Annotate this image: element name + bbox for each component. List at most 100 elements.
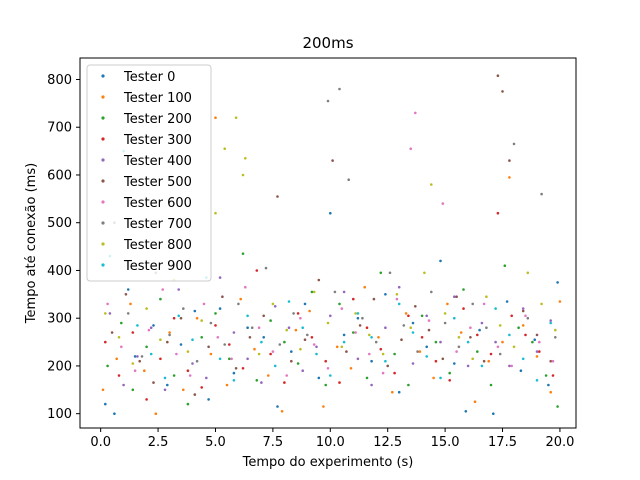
data-point <box>317 376 321 380</box>
series-2 <box>106 252 559 408</box>
data-point <box>335 345 339 349</box>
data-point <box>425 314 429 318</box>
data-point <box>549 359 552 363</box>
data-point <box>166 340 169 344</box>
x-tick-label: 10.0 <box>316 435 345 450</box>
data-point <box>140 355 144 358</box>
data-point <box>326 321 330 325</box>
data-point <box>372 297 376 301</box>
data-point <box>138 359 141 363</box>
data-point <box>352 331 355 334</box>
data-point <box>453 362 456 365</box>
data-point <box>427 319 431 322</box>
data-point <box>214 211 217 215</box>
data-point <box>379 271 383 275</box>
data-point <box>420 314 424 318</box>
legend-label: Tester 700 <box>123 217 192 232</box>
legend-marker <box>101 95 105 99</box>
data-point <box>508 364 511 368</box>
legend-label: Tester 500 <box>123 175 192 190</box>
data-point <box>338 87 341 91</box>
data-point <box>207 345 210 349</box>
data-point <box>361 316 364 320</box>
data-point <box>248 336 252 339</box>
legend-box <box>86 64 212 282</box>
data-point <box>168 331 171 334</box>
legend-marker <box>101 137 105 141</box>
data-point <box>188 374 192 377</box>
data-point <box>340 307 344 310</box>
data-point <box>172 374 176 377</box>
series-3 <box>104 211 555 401</box>
legend-label: Tester 600 <box>123 196 192 211</box>
data-point <box>425 355 429 358</box>
data-point <box>264 266 268 270</box>
data-point <box>402 324 406 327</box>
data-point <box>441 357 445 361</box>
data-point <box>443 312 447 315</box>
data-point <box>494 340 497 344</box>
legend-label: Tester 400 <box>123 154 192 169</box>
data-point <box>379 347 383 351</box>
data-point <box>269 319 272 322</box>
y-tick-label: 500 <box>47 216 72 231</box>
data-point <box>299 347 302 351</box>
data-point <box>244 285 247 289</box>
data-point <box>381 371 385 375</box>
data-point <box>480 364 484 368</box>
data-point <box>218 357 222 361</box>
data-point <box>296 362 300 365</box>
data-point <box>287 326 291 330</box>
data-point <box>414 111 417 115</box>
data-point <box>191 362 194 365</box>
data-point <box>315 352 318 356</box>
y-axis-label: Tempo até conexão (ms) <box>24 163 39 324</box>
data-point <box>267 374 270 377</box>
data-point <box>471 302 475 306</box>
data-point <box>549 390 552 394</box>
data-point <box>496 345 500 349</box>
data-point <box>145 398 148 401</box>
data-point <box>133 355 137 358</box>
data-point <box>329 314 332 318</box>
legend-label: Tester 900 <box>123 259 192 274</box>
data-point <box>544 374 548 377</box>
data-point <box>276 195 279 198</box>
data-point <box>397 390 401 394</box>
data-point <box>531 340 534 344</box>
data-point <box>175 352 178 356</box>
data-point <box>363 285 367 289</box>
data-point <box>271 302 275 306</box>
data-point <box>126 288 130 291</box>
data-point <box>200 386 203 389</box>
data-point <box>485 295 488 299</box>
data-point <box>207 398 210 401</box>
data-point <box>310 290 314 294</box>
data-point <box>262 336 266 339</box>
data-point <box>349 367 353 370</box>
data-point <box>218 276 222 279</box>
data-point <box>131 362 135 365</box>
data-point <box>223 343 226 346</box>
data-point <box>365 326 369 330</box>
data-point <box>503 264 507 268</box>
data-point <box>448 371 452 375</box>
data-point <box>453 316 456 320</box>
data-point <box>391 390 394 394</box>
data-point <box>280 410 284 413</box>
data-point <box>432 376 435 380</box>
data-point <box>299 316 302 320</box>
axes-layer: 0.0 2.5 5.0 7.5 10.0 12.5 15.0 17.5 20.0 100 200 30… <box>47 73 574 450</box>
data-point <box>312 343 316 346</box>
data-point <box>374 340 378 344</box>
x-tick-label: 20.0 <box>545 435 574 450</box>
data-point <box>342 333 346 337</box>
data-point <box>283 340 286 344</box>
data-point <box>186 402 190 406</box>
data-point <box>260 340 263 344</box>
legend-label: Tester 300 <box>123 133 192 148</box>
data-point <box>538 340 541 344</box>
data-point <box>329 374 332 377</box>
data-point <box>255 269 259 272</box>
